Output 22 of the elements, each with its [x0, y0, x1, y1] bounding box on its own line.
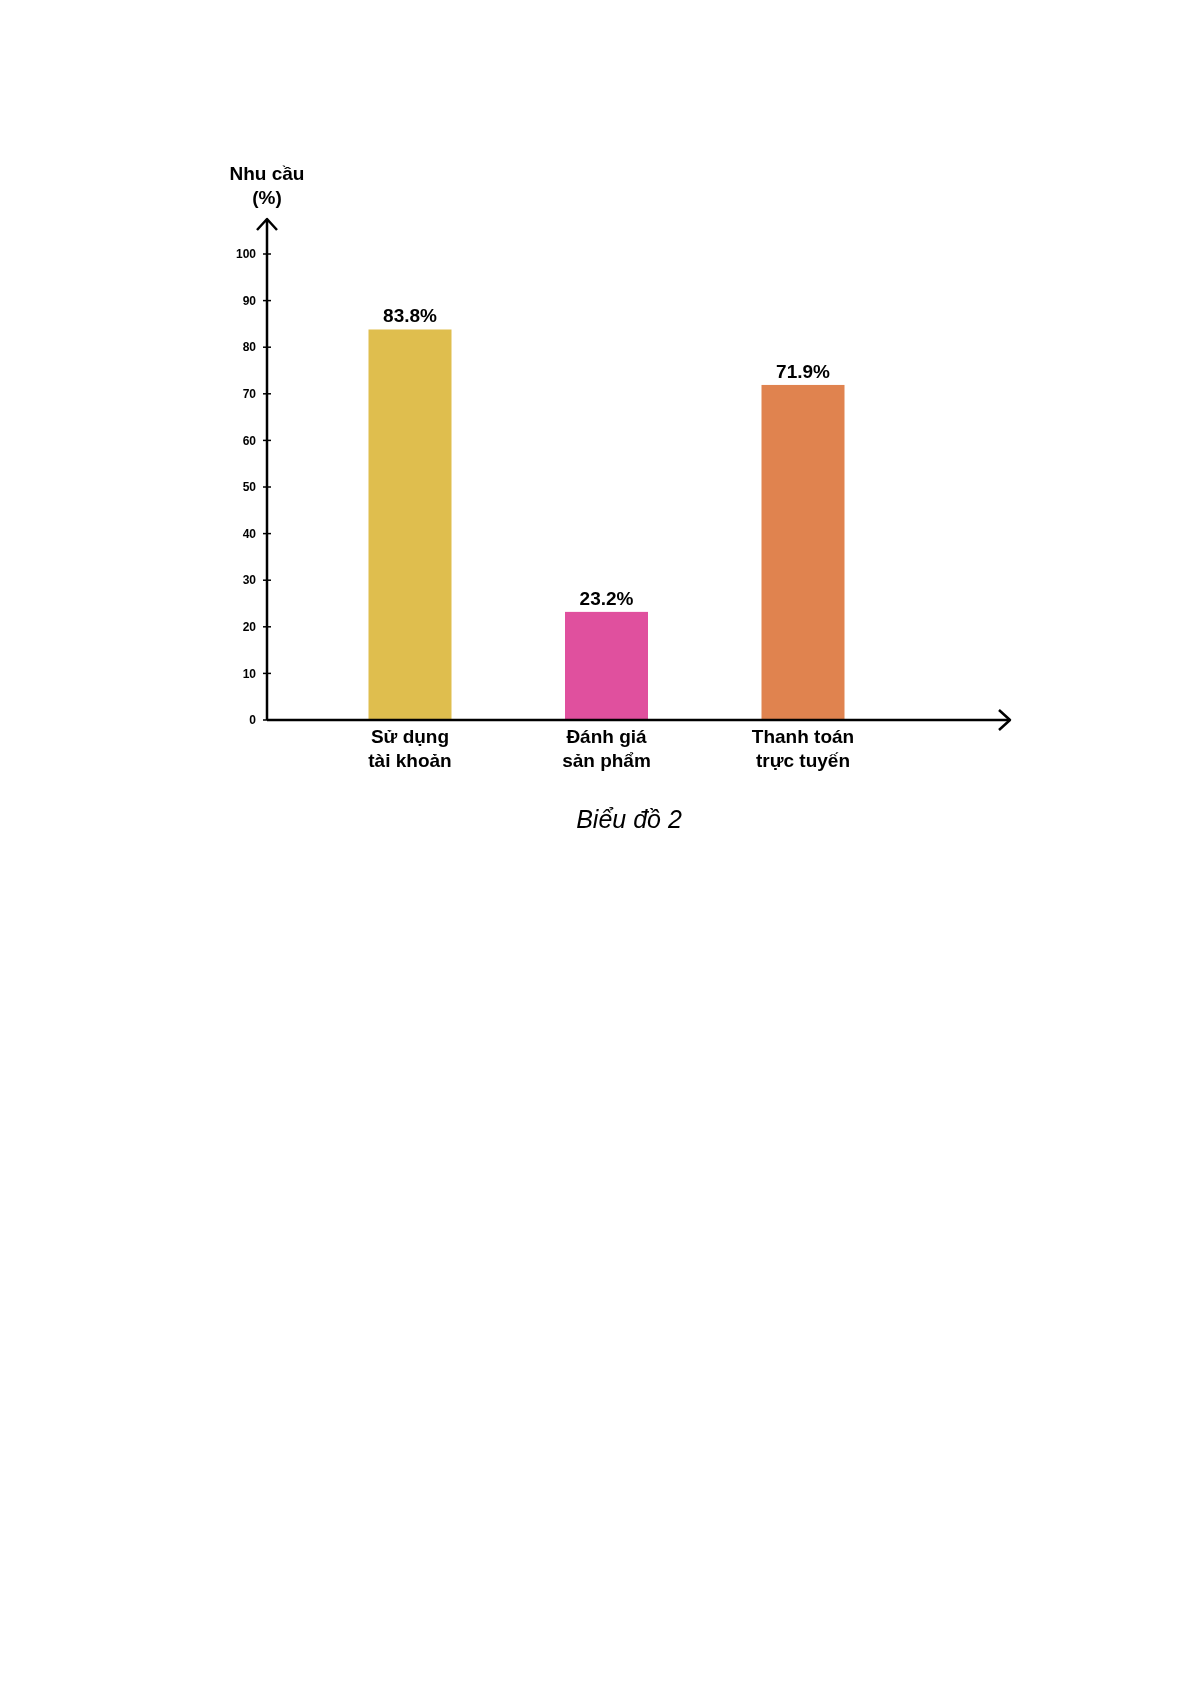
x-tick-label: Thanh toán trực tuyến [751, 726, 855, 771]
y-tick-label: 60 [242, 433, 257, 448]
y-tick-label: 0 [249, 713, 257, 728]
y-axis-title: Nhu cầu (%) [229, 163, 305, 208]
y-tick-label: 40 [242, 526, 257, 541]
x-tick-label: Sử dụng tài khoản [368, 726, 452, 771]
y-tick-label: 10 [242, 666, 257, 681]
x-tick-label: Đánh giá sản phẩm [562, 726, 651, 771]
bar [565, 611, 648, 720]
y-tick-label: 100 [235, 247, 257, 262]
data-label: 83.8% [383, 305, 438, 327]
y-tick-label: 20 [242, 620, 257, 634]
y-tick-label: 90 [242, 293, 257, 308]
data-label: 71.9% [776, 360, 831, 382]
text: Biểu đồ 2 [576, 805, 682, 833]
data-label: 23.2% [579, 587, 634, 609]
y-tick-label: 70 [242, 387, 257, 401]
y-tick-label: 50 [242, 480, 257, 495]
bar [761, 384, 845, 720]
bar [368, 329, 452, 720]
y-tick-label: 30 [242, 573, 257, 588]
y-tick-label: 80 [242, 340, 257, 355]
